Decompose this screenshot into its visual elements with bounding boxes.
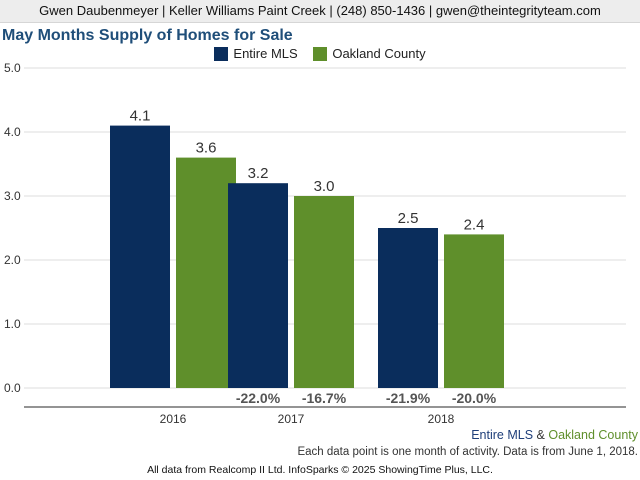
data-source: All data from Realcomp II Ltd. InfoSpark… [147,464,493,476]
data-label: 3.6 [196,140,217,157]
y-tick-label: 1.0 [4,317,21,331]
y-tick-label: 3.0 [4,189,21,203]
data-label: 4.1 [130,108,151,125]
legend-item-entire-mls[interactable]: Entire MLS [214,46,298,61]
legend-swatch-entire-mls [214,46,229,61]
bar [110,125,170,388]
legend-label-entire-mls: Entire MLS [233,46,298,61]
chart-title: May Months Supply of Homes for Sale [2,27,293,44]
footer-legend-entire-mls: Entire MLS [471,428,534,442]
bar [378,228,438,388]
data-label: 2.5 [398,210,419,227]
agent-contact-line: Gwen Daubenmeyer | Keller Williams Paint… [39,3,601,18]
x-tick-label: 2018 [428,412,455,426]
legend-item-oakland-county[interactable]: Oakland County [313,46,426,61]
y-tick-label: 0.0 [4,381,21,395]
footer-legend-oakland-county: Oakland County [548,428,638,442]
x-tick-label: 2017 [278,412,305,426]
change-label: -16.7% [302,390,347,406]
bar [176,157,236,388]
header-bar: Gwen Daubenmeyer | Keller Williams Paint… [0,0,640,23]
footer-legend-ampersand: & [533,428,549,442]
x-tick-label: 2016 [160,412,187,426]
bar [444,234,504,388]
bar [228,183,288,388]
change-label: -20.0% [452,390,497,406]
y-tick-label: 2.0 [4,253,21,267]
footer-legend: Entire MLS & Oakland County [471,428,638,442]
chart-legend: Entire MLS Oakland County [0,46,640,64]
legend-swatch-oakland-county [313,46,328,61]
bar [294,196,354,388]
change-label: -22.0% [236,390,281,406]
y-tick-label: 5.0 [4,61,21,75]
data-label: 3.0 [314,178,335,195]
data-label: 3.2 [248,165,269,182]
data-note: Each data point is one month of activity… [297,446,638,458]
change-label: -21.9% [386,390,431,406]
legend-label-oakland-county: Oakland County [332,46,426,61]
y-tick-label: 4.0 [4,125,21,139]
data-label: 2.4 [464,216,485,233]
